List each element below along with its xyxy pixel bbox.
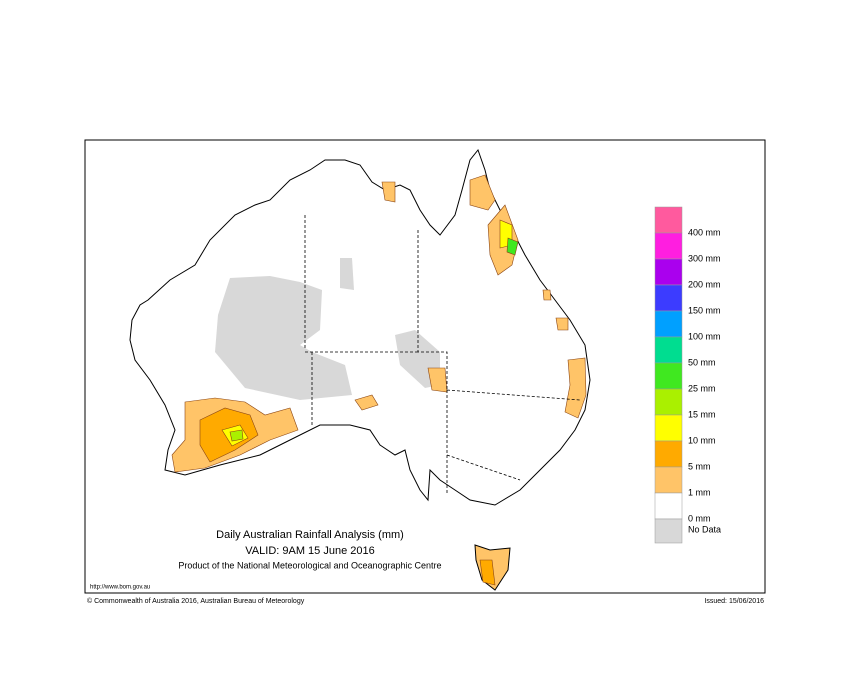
legend-swatch — [654, 206, 683, 234]
legend-label: 5 mm — [688, 461, 711, 471]
issued: Issued: 15/06/2016 — [704, 598, 764, 605]
legend-label: 400 mm — [688, 227, 721, 237]
legend-swatch — [654, 414, 683, 442]
legend-swatch — [654, 518, 683, 544]
legend-label: 200 mm — [688, 279, 721, 289]
legend-swatch — [654, 466, 683, 494]
legend-swatch — [654, 362, 683, 390]
legend-swatch — [654, 388, 683, 416]
legend-swatch — [654, 232, 683, 260]
legend-label: No Data — [688, 524, 721, 534]
legend-swatch — [654, 284, 683, 312]
legend-label: 100 mm — [688, 331, 721, 341]
legend: 400 mm 300 mm 200 mm 150 mm 100 mm 50 mm 25 mm… — [654, 206, 721, 544]
valid-date: VALID: 9AM 15 June 2016 — [245, 545, 374, 557]
legend-swatch — [654, 310, 683, 338]
legend-swatch — [654, 492, 683, 520]
map-title: Daily Australian Rainfall Analysis (mm) — [216, 529, 404, 541]
legend-label: 50 mm — [688, 357, 716, 367]
legend-label: 300 mm — [688, 253, 721, 263]
product-line: Product of the National Meteorological a… — [178, 560, 441, 570]
legend-label: 1 mm — [688, 487, 711, 497]
legend-label: 0 mm — [688, 513, 711, 523]
legend-label: 25 mm — [688, 383, 716, 393]
legend-swatch — [654, 258, 683, 286]
copyright: © Commonwealth of Australia 2016, Austra… — [87, 597, 305, 605]
legend-label: 15 mm — [688, 409, 716, 419]
state-borders — [304, 215, 581, 495]
rainfall-areas — [171, 174, 587, 586]
url: http://www.bom.gov.au — [90, 585, 150, 591]
legend-label: 10 mm — [688, 435, 716, 445]
legend-swatch — [654, 440, 683, 468]
legend-swatch — [654, 336, 683, 364]
legend-label: 150 mm — [688, 305, 721, 315]
